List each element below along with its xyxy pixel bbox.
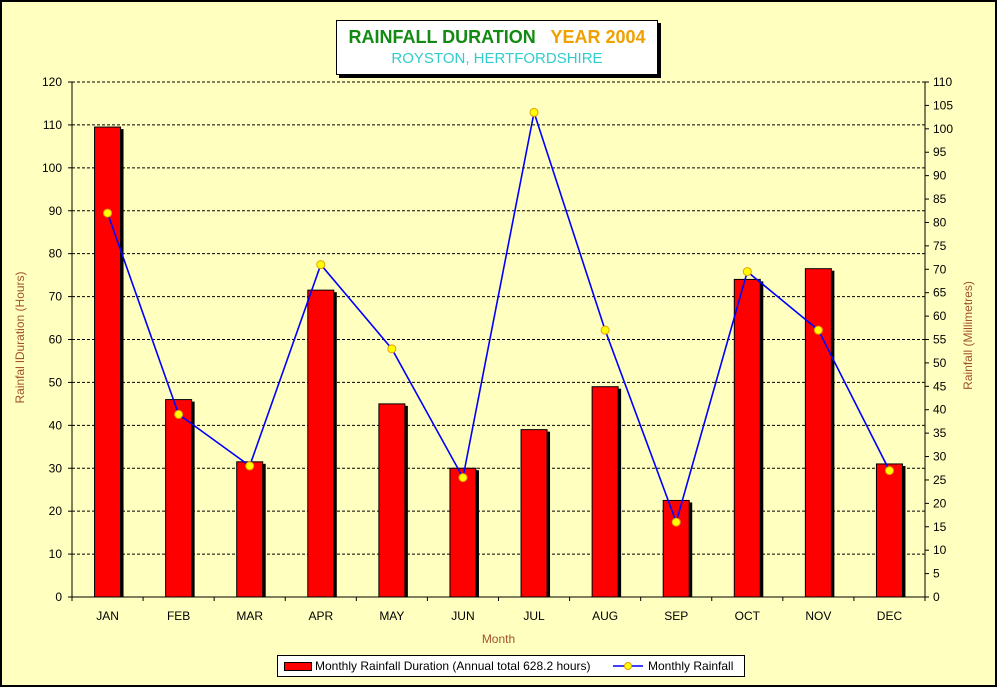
- bar: [804, 268, 832, 598]
- bar: [307, 289, 335, 598]
- legend: Monthly Rainfall Duration (Annual total …: [277, 655, 745, 677]
- y2-tick-label: 70: [933, 262, 947, 276]
- y2-tick-label: 40: [933, 403, 947, 417]
- y2-tick-label: 10: [933, 543, 947, 557]
- y2-tick-label: 100: [933, 122, 953, 136]
- rainfall-point: [458, 473, 468, 483]
- y-tick-label: 50: [49, 375, 63, 389]
- y2-tick-label: 30: [933, 450, 947, 464]
- y-tick-label: 80: [49, 247, 63, 261]
- chart-subtitle: ROYSTON, HERTFORDSHIRE: [391, 50, 603, 67]
- y2-tick-label: 25: [933, 473, 947, 487]
- x-tick-label: APR: [308, 609, 333, 623]
- rainfall-point: [742, 267, 752, 277]
- y-tick-label: 30: [49, 461, 63, 475]
- x-tick-label: SEP: [664, 609, 688, 623]
- y-tick-label: 110: [43, 118, 62, 132]
- y-tick-label: 60: [49, 333, 63, 347]
- y2-tick-label: 85: [933, 192, 947, 206]
- x-tick-label: MAY: [379, 609, 404, 623]
- y-tick-label: 100: [42, 161, 62, 175]
- y2-tick-label: 60: [933, 309, 947, 323]
- bar: [378, 403, 406, 598]
- y2-tick-label: 15: [933, 520, 947, 534]
- y2-tick-label: 35: [933, 426, 947, 440]
- y-tick-label: 90: [49, 204, 63, 218]
- rainfall-point: [884, 466, 894, 476]
- x-tick-label: AUG: [592, 609, 618, 623]
- y2-tick-label: 5: [933, 567, 940, 581]
- rainfall-point: [387, 344, 397, 354]
- x-tick-label: JUN: [451, 609, 474, 623]
- bar: [165, 399, 193, 598]
- legend-label-rainfall: Monthly Rainfall: [648, 659, 734, 673]
- y2-tick-label: 95: [933, 145, 947, 159]
- y-tick-label: 20: [49, 504, 63, 518]
- chart-title-year: YEAR 2004: [550, 27, 646, 47]
- y-axis-title: Rainfal lDuration (Hours): [13, 271, 27, 403]
- rainfall-point: [813, 325, 823, 335]
- y-tick-label: 0: [55, 590, 62, 604]
- chart-title-main: RAINFALL DURATION: [348, 27, 536, 47]
- legend-swatch-duration: [284, 662, 312, 671]
- bar: [875, 463, 903, 598]
- rainfall-point: [174, 409, 184, 419]
- rainfall-point: [529, 107, 539, 117]
- y-tick-label: 40: [49, 418, 63, 432]
- y2-tick-label: 55: [933, 333, 947, 347]
- y-tick-label: 70: [49, 290, 63, 304]
- chart-title-box: RAINFALL DURATION YEAR 2004 ROYSTON, HER…: [336, 20, 658, 75]
- x-tick-label: NOV: [805, 609, 831, 623]
- bar: [449, 467, 477, 598]
- y-tick-label: 10: [49, 547, 63, 561]
- bar: [94, 126, 122, 598]
- rainfall-point: [245, 461, 255, 471]
- y2-tick-label: 20: [933, 496, 947, 510]
- x-tick-label: DEC: [877, 609, 903, 623]
- x-axis-title: Month: [482, 632, 515, 646]
- rainfall-point: [671, 517, 681, 527]
- legend-label-duration: Monthly Rainfall Duration (Annual total …: [315, 659, 591, 673]
- bar: [662, 499, 690, 598]
- bar: [733, 278, 761, 598]
- y2-tick-label: 110: [933, 75, 952, 89]
- rainfall-point: [103, 208, 113, 218]
- y2-axis-title: Rainfall (Millimetres): [961, 281, 975, 390]
- x-tick-label: FEB: [167, 609, 190, 623]
- y2-tick-label: 65: [933, 286, 947, 300]
- y2-tick-label: 75: [933, 239, 947, 253]
- y-tick-label: 120: [42, 75, 62, 89]
- rainfall-line: [106, 109, 891, 525]
- bar: [591, 386, 619, 598]
- y2-tick-label: 105: [933, 98, 953, 112]
- x-tick-label: MAR: [236, 609, 263, 623]
- x-tick-label: JAN: [96, 609, 119, 623]
- y2-tick-label: 90: [933, 169, 947, 183]
- y2-tick-label: 45: [933, 379, 947, 393]
- rainfall-point: [600, 325, 610, 335]
- x-tick-label: OCT: [735, 609, 761, 623]
- y2-tick-label: 50: [933, 356, 947, 370]
- y2-tick-label: 0: [933, 590, 940, 604]
- chart-title: RAINFALL DURATION YEAR 2004: [337, 26, 657, 48]
- rainfall-point: [316, 260, 326, 270]
- bar: [520, 429, 548, 598]
- bar: [236, 461, 264, 598]
- y2-tick-label: 80: [933, 215, 947, 229]
- legend-swatch-rainfall: [613, 662, 643, 670]
- x-tick-label: JUL: [523, 609, 545, 623]
